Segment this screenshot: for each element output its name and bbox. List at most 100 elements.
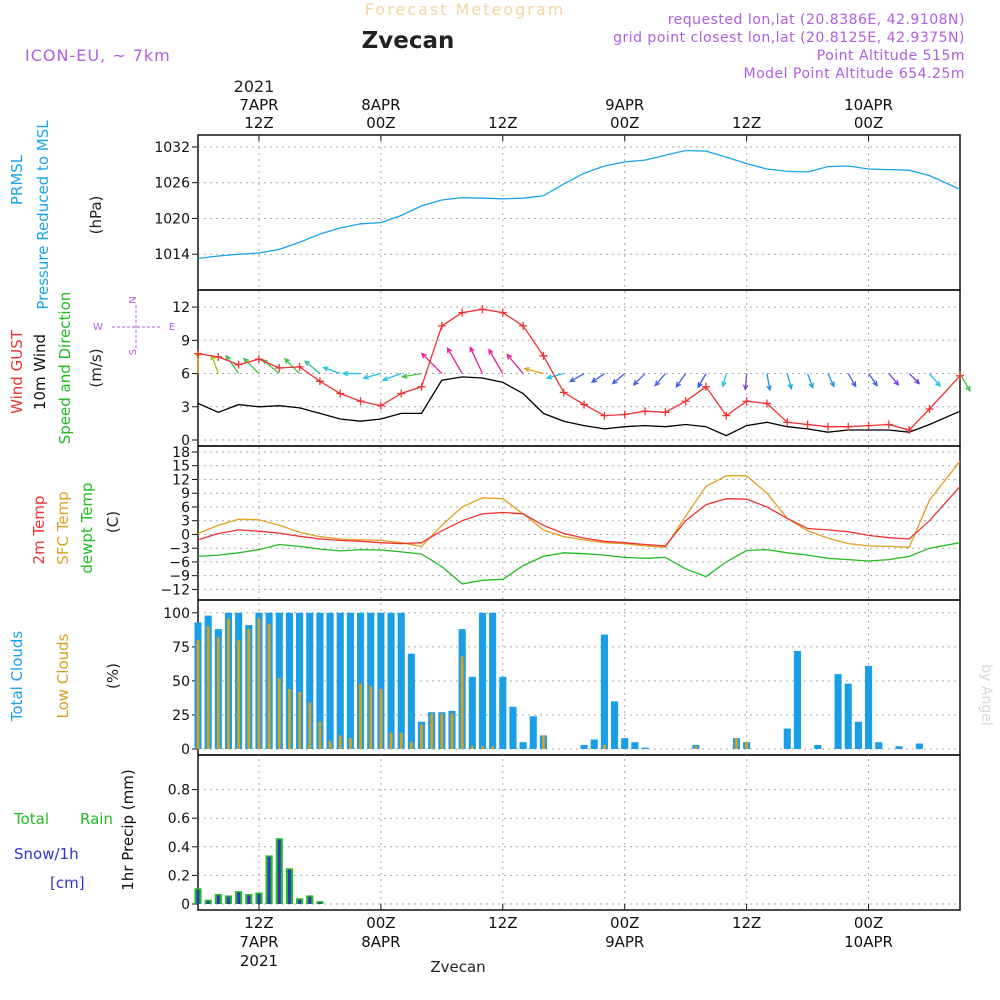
top-hour-label: 00Z <box>854 114 883 132</box>
wind-arrow-head <box>225 354 231 361</box>
wind-arrow-head <box>322 366 329 372</box>
total-cloud-bar <box>285 612 293 749</box>
top-date-label: 7APR <box>239 96 278 114</box>
wind-speed-dir-label: Speed and Direction <box>56 292 74 445</box>
wind-arrow <box>284 358 301 374</box>
low-cloud-bar <box>247 629 251 749</box>
grid-lines <box>192 135 960 910</box>
wind-arrow-head <box>742 384 749 391</box>
gust-point <box>864 421 873 430</box>
top-date-label: 8APR <box>361 96 400 114</box>
wind-arrow <box>421 353 443 374</box>
low-cloud-bar <box>481 746 484 749</box>
low-cloud-bar <box>420 724 423 749</box>
low-cloud-bar <box>308 702 312 749</box>
total-cloud-bar <box>306 612 314 749</box>
wind-arrow <box>908 373 920 384</box>
snow-bar <box>298 899 302 904</box>
gust-point <box>214 352 223 361</box>
point-altitude: Point Altitude 515m <box>817 48 965 64</box>
cloud-unit: (%) <box>104 663 122 689</box>
low-cloud-bar <box>328 740 332 749</box>
total-cloud-bar <box>509 706 517 749</box>
total-cloud-bar <box>895 746 903 749</box>
total-cloud-bar <box>631 742 639 749</box>
total-cloud-bar <box>387 612 395 749</box>
wind-arrow-head <box>766 385 772 392</box>
total-cloud-bar <box>519 742 527 749</box>
wind-arrow <box>675 373 687 388</box>
wind-arrow-head <box>935 380 941 388</box>
gust-point <box>580 400 589 409</box>
gust-point <box>803 420 812 429</box>
low-cloud-bar <box>440 713 444 749</box>
low-cloud-bar <box>277 678 281 749</box>
total-cloud-bar <box>844 683 852 749</box>
snow-bar <box>196 889 200 904</box>
bottom-date-label: 8APR <box>361 933 400 951</box>
total-cloud-bar <box>580 744 588 749</box>
total-cloud-bar <box>834 674 842 749</box>
wind-arrow <box>591 373 605 383</box>
wind-arrow <box>827 373 835 387</box>
total-cloud-bar <box>529 716 537 749</box>
wind-arrow-head <box>304 360 311 367</box>
wind-arrow-head <box>261 358 268 365</box>
wind-arrow <box>744 373 748 390</box>
wind-unit: (m/s) <box>87 348 105 387</box>
gridpoint-coords: grid point closest lon,lat (20.8125E, 42… <box>613 30 965 46</box>
top-hour-label: 12Z <box>732 114 761 132</box>
wind-arrow-head <box>469 346 475 353</box>
wind-arrow <box>868 373 878 386</box>
wind-arrow <box>304 360 321 375</box>
low-clouds-label: Low Clouds <box>54 633 72 718</box>
ytick-label: 0.8 <box>168 783 190 799</box>
gust-point <box>397 389 406 398</box>
gust-point <box>458 308 467 317</box>
wind-arrow <box>654 373 666 386</box>
panel-frame-1 <box>197 289 961 447</box>
wind-arrow <box>363 372 382 379</box>
gust-point <box>295 362 304 371</box>
snow-unit: [cm] <box>50 874 85 892</box>
footer-location: Zvecan <box>430 958 485 976</box>
gust-point <box>254 355 263 364</box>
wind-arrow-head <box>787 383 793 391</box>
gust-point <box>905 426 914 435</box>
bottom-year-label: 2021 <box>240 952 278 970</box>
bottom-hour-label: 12Z <box>488 914 517 932</box>
ytick-label: −6 <box>169 555 190 571</box>
ytick-label: 0 <box>181 433 190 449</box>
wind-arrow <box>888 373 899 386</box>
wind-arrow <box>766 373 771 391</box>
gust-point <box>702 382 710 391</box>
total-cloud-bar <box>336 612 344 749</box>
wind-arrow <box>488 349 504 374</box>
low-cloud-bar <box>399 732 403 749</box>
total-cloud-bar <box>489 612 497 749</box>
gust-point <box>783 418 792 427</box>
wind-arrow-head <box>283 357 290 364</box>
gust-point <box>884 420 893 429</box>
ytick-label: −12 <box>160 582 190 598</box>
total-cloud-bar <box>854 721 862 749</box>
snow-bar <box>206 901 210 904</box>
snow-bar <box>267 856 271 904</box>
compass-east: E <box>169 322 175 333</box>
low-cloud-bar <box>257 618 261 749</box>
wind-arrow-head <box>851 381 857 388</box>
ytick-label: −3 <box>169 541 190 557</box>
credit-label: by Angel <box>978 664 994 725</box>
low-cloud-bar <box>348 738 352 749</box>
low-cloud-bar <box>470 746 474 749</box>
ytick-label: 100 <box>163 606 190 622</box>
ytick-label: 0.2 <box>168 868 190 884</box>
wind-arrow <box>633 373 646 386</box>
wind-arrow-head <box>506 353 513 360</box>
ytick-label: 12 <box>172 300 190 316</box>
compass-south: S <box>128 349 139 355</box>
wind-arrow-head <box>341 370 349 377</box>
total-cloud-bar <box>783 728 791 749</box>
ytick-label: 1020 <box>154 211 190 227</box>
low-cloud-bar <box>379 689 383 749</box>
